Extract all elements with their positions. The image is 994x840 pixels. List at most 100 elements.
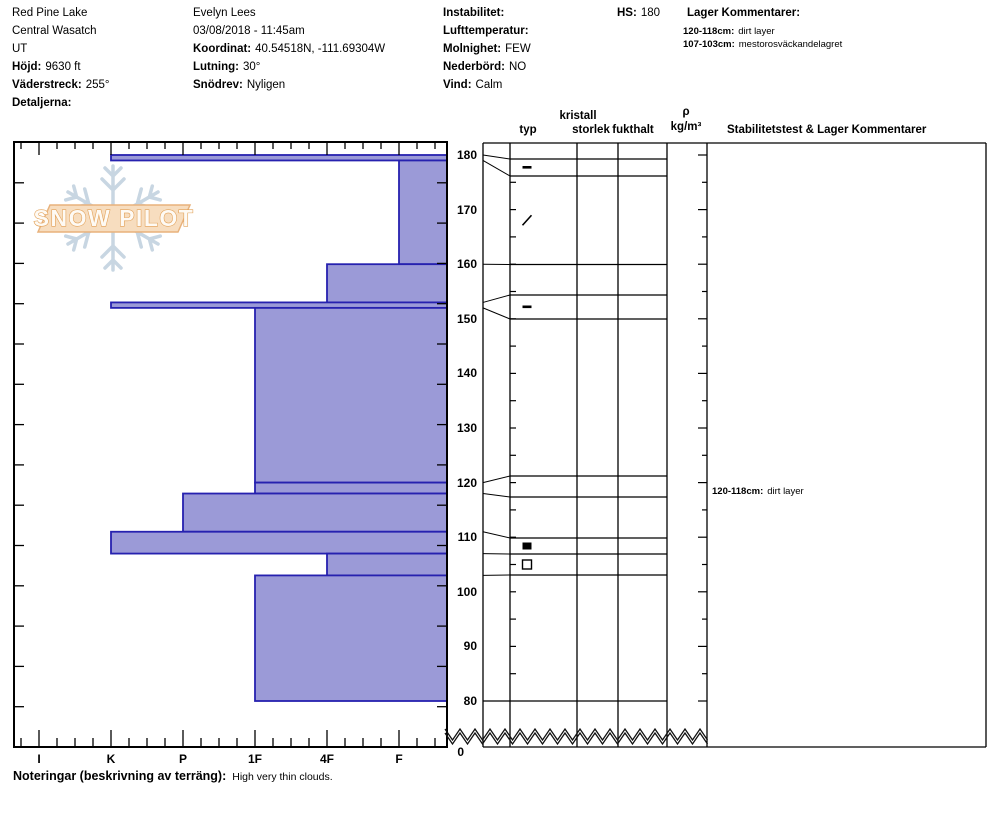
drift-value: Nyligen	[246, 79, 286, 91]
layer-comment-text: dirt layer	[738, 26, 775, 37]
observer-info-block: Evelyn Lees 03/08/2018 - 11:45am Koordin…	[193, 4, 385, 94]
scale-break-zigzag	[444, 727, 709, 742]
site-state: UT	[12, 43, 28, 55]
snowpilot-logo: SNOW PILOT	[33, 164, 195, 272]
depth-tick-label: 180	[456, 148, 477, 162]
hardness-tick-label: 4F	[319, 752, 335, 766]
ground-depth-label: 0	[457, 745, 464, 759]
layer-comment-range: 120-118cm:	[683, 26, 735, 37]
depth-tick-label: 140	[456, 366, 477, 381]
coordinates: Koordinat: 40.54518N, -111.69304W	[193, 40, 385, 58]
weather-info-block: Instabilitet: Lufttemperatur: Molnighet:…	[443, 4, 533, 94]
depth-tick-label: 170	[456, 202, 477, 217]
site-aspect: Väderstreck: 255°	[12, 76, 109, 94]
aspect-label: Väderstreck:	[12, 79, 82, 91]
hardness-tick-label: F	[395, 752, 403, 766]
sky-cover: Molnighet: FEW	[443, 40, 533, 58]
hardness-tick-label: I	[37, 752, 41, 766]
layer-comments-title-label: Lager Kommentarer:	[687, 7, 801, 19]
grain-symbol-crust	[522, 166, 532, 169]
depth-tick-label: 110	[457, 530, 477, 545]
hs-value: 180	[640, 7, 660, 19]
column-header-grain-type: typ	[519, 124, 537, 136]
elevation-value: 9630 ft	[45, 61, 81, 73]
stability-panel-note: 120-118cm: dirt layer	[712, 486, 804, 497]
hardness-tick-label: P	[178, 752, 188, 766]
grain-symbol-crust	[522, 305, 532, 309]
sky-value: FEW	[505, 43, 531, 55]
depth-tick-label: 130	[456, 421, 477, 435]
layer-comment: 107-103cm: mestorosväckandelagret	[683, 39, 842, 52]
logo-text: SNOW PILOT	[34, 205, 195, 231]
column-header-density-symbol: ρ	[682, 106, 690, 118]
layer-comments-list: 120-118cm: dirt layer 107-103cm: mestorosv…	[683, 26, 842, 51]
depth-leader-line	[482, 154, 511, 160]
snow-height-block: HS: 180	[617, 4, 660, 22]
depth-leader-line	[482, 294, 511, 303]
grain-symbol-facets	[521, 559, 533, 570]
observer-name: Evelyn Lees	[193, 7, 256, 19]
snow-layer-bar	[326, 263, 448, 304]
wind: Vind: Calm	[443, 76, 533, 94]
snow-layer-bar	[398, 159, 448, 266]
slope-angle: Lutning: 30°	[193, 58, 385, 76]
snow-layer-bar	[254, 481, 448, 495]
depth-leader-line	[482, 307, 511, 320]
layer-comment-range: 107-103cm:	[683, 38, 735, 50]
precip-label: Nederbörd:	[443, 61, 505, 73]
depth-tick-label: 150	[456, 311, 477, 326]
depth-leader-line	[482, 160, 511, 177]
site-name: Red Pine Lake	[12, 7, 88, 19]
precip-value: NO	[508, 61, 527, 73]
total-snow-height: HS: 180	[617, 4, 660, 22]
site-details: Detaljerna:	[12, 94, 109, 112]
observation-datetime: 03/08/2018 - 11:45am	[193, 25, 305, 37]
air-temperature: Lufttemperatur:	[443, 22, 533, 40]
scale-break-zigzag	[444, 731, 709, 746]
note-range: 120-118cm:	[712, 486, 764, 497]
terrain-notes-text: High very thin clouds.	[232, 771, 333, 783]
grain-symbol-df	[521, 214, 533, 226]
hardness-plot-border	[13, 141, 448, 748]
depth-tick-label: 160	[456, 257, 477, 272]
instability: Instabilitet:	[443, 4, 533, 22]
layer-comments-block: Lager Kommentarer:	[687, 4, 804, 22]
snow-layer-bar	[110, 530, 448, 555]
terrain-notes: Noteringar (beskrivning av terräng): High…	[13, 767, 333, 785]
snow-layer-bar	[182, 492, 448, 533]
layer-comment-text: mestorosväckandelagret	[738, 38, 843, 50]
grain-symbol-ice	[522, 542, 532, 550]
snow-layer-bar	[254, 306, 448, 484]
depth-tick-label: 90	[463, 639, 477, 654]
depth-leader-line	[482, 475, 511, 484]
wind-value: Calm	[475, 79, 503, 91]
note-text: dirt layer	[767, 486, 804, 497]
wind-label: Vind:	[443, 79, 472, 91]
depth-leader-line	[482, 493, 511, 498]
depth-tick-label: 80	[463, 694, 477, 708]
depth-leader-line	[482, 531, 511, 539]
site-region: Central Wasatch	[12, 25, 97, 37]
snow-layer-bar	[254, 574, 448, 702]
instability-label: Instabilitet:	[443, 7, 505, 19]
snow-drift: Snödrev: Nyligen	[193, 76, 385, 94]
slope-label: Lutning:	[193, 61, 239, 73]
layer-comment: 120-118cm: dirt layer	[683, 26, 842, 39]
layer-comments-title: Lager Kommentarer:	[687, 4, 804, 22]
snow-layer-bar	[110, 154, 448, 162]
sky-label: Molnighet:	[443, 43, 502, 55]
hardness-tick-label: K	[106, 752, 116, 766]
column-header-grain-size: storlek	[572, 124, 610, 136]
aspect-value: 255°	[85, 79, 110, 91]
precipitation: Nederbörd: NO	[443, 58, 533, 76]
logo-banner	[36, 204, 192, 233]
site-elevation: Höjd: 9630 ft	[12, 58, 109, 76]
coordinates-label: Koordinat:	[193, 43, 252, 55]
depth-tick-label: 120	[456, 475, 477, 490]
terrain-notes-label: Noteringar (beskrivning av terräng):	[13, 769, 227, 783]
column-header-density-units: kg/m³	[670, 121, 702, 133]
site-info-block: Red Pine Lake Central Wasatch UT Höjd: 96…	[12, 4, 109, 112]
column-header-stability: Stabilitetstest & Lager Kommentarer	[727, 124, 927, 136]
